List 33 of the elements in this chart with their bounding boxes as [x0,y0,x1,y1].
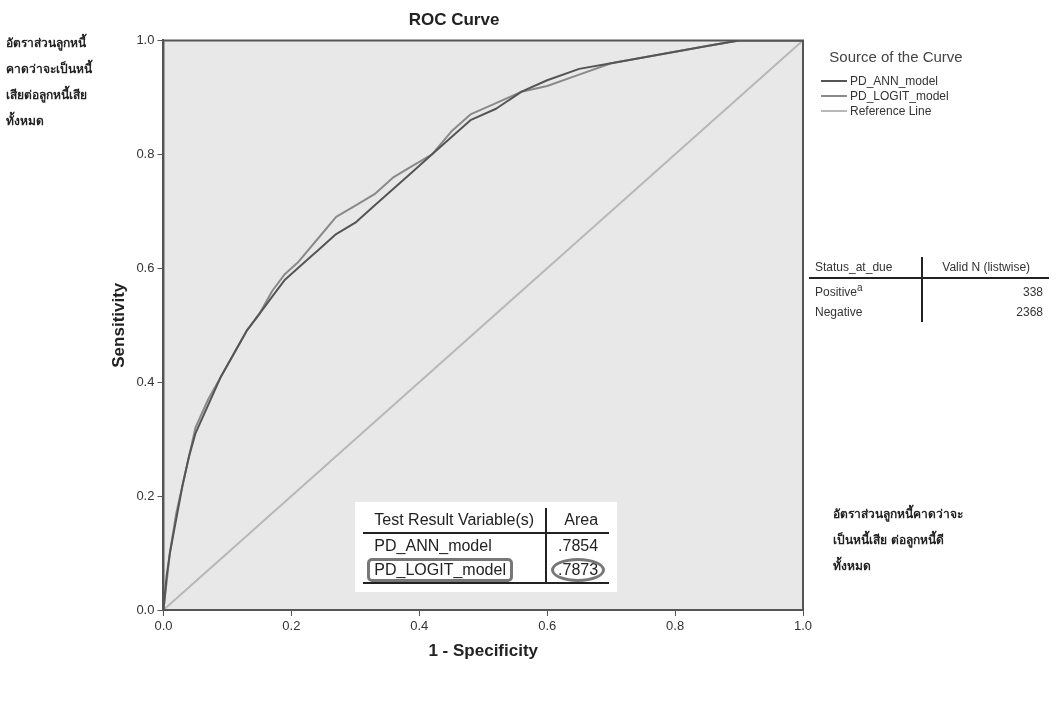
annotation: Test Result Variable(s) [373,510,536,531]
text: 338 [922,277,1049,302]
x-tick-label: 1.0 [793,618,813,634]
text: 2368 [922,301,1049,322]
y-tick-label: 0.0 [136,601,155,617]
text: Positive$^{a}$ [814,280,864,301]
x-tick-label: 0.8 [666,618,685,634]
annotation: PD_ANN_model [373,536,493,557]
legend-label: PD_LOGIT_model [850,88,949,103]
legend-label: Reference Line [850,103,932,118]
text: Valid N (listwise) [922,256,1049,278]
y-tick-label: 0.6 [136,259,155,275]
y-axis-title: Sensitivity [108,282,128,368]
text: อัตราส่วนลูกหนี้คาดว่าจะเป็นหนี้เสียต่อลูกหนี้เสียทั้งหมด [6,32,94,131]
text: อัตราส่วนลูกหนี้คาดว่าจะเป็นหนี้เสีย ต่อลูกหนี้ดีทั้งหมด [833,503,963,576]
y-tick-label: 1.0 [136,31,155,47]
x-tick-label: 0.4 [410,618,429,634]
annotation: PD_LOGIT_model [373,560,507,581]
y-tick-label: 0.2 [136,487,155,503]
x-axis-title: 1 - Specificity [428,641,539,661]
text: Status_at_due [809,256,923,278]
chart-title: ROC Curve [408,9,500,29]
annotation: .7854 [557,536,600,557]
legend-title: Source of the Curve [828,48,964,66]
x-tick-label: 0.6 [538,618,557,634]
legend-label: PD_ANN_model [850,73,939,88]
y-tick-label: 0.4 [136,373,155,389]
annotation: Area [563,510,600,531]
text: Negative [814,303,864,321]
x-tick-label: 0.2 [282,618,301,634]
annotation: .7873 [557,560,600,581]
y-tick-label: 0.8 [136,145,155,161]
x-tick-label: 0.0 [154,618,173,634]
